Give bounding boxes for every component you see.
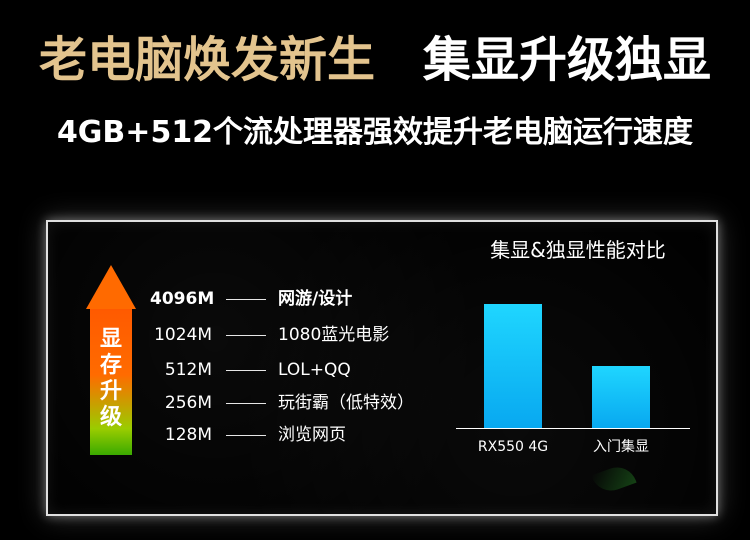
memory-upgrade-arrow: 显 存 升 级 [86, 265, 136, 455]
capacity-row: 512M LOL+QQ [150, 359, 351, 381]
connector-line [226, 434, 266, 436]
capacity-row: 128M 浏览网页 [150, 424, 346, 446]
headline: 老电脑焕发新生 集显升级独显 [0, 28, 750, 92]
comparison-bar [484, 304, 542, 428]
connector-line [226, 334, 266, 336]
comparison-bar-label: RX550 4G [477, 439, 549, 455]
headline-left: 老电脑焕发新生 [38, 32, 375, 88]
headline-right: 集显升级独显 [423, 32, 712, 88]
arrow-char: 级 [99, 405, 122, 430]
capacity-use: 玩街霸（低特效） [278, 393, 414, 413]
connector-line [226, 402, 266, 404]
capacity-value: 4096M [150, 289, 215, 309]
performance-bar-chart: RX550 4G 入门集显 [450, 262, 700, 472]
subline: 4GB+512个流处理器强效提升老电脑运行速度 [56, 115, 694, 150]
capacity-value: 256M [164, 393, 212, 413]
arrow-char: 升 [99, 379, 122, 404]
capacity-row: 256M 玩街霸（低特效） [150, 392, 414, 414]
arrow-shaft: 显 存 升 级 [90, 309, 132, 455]
connector-line [226, 298, 266, 300]
arrow-char: 存 [99, 353, 122, 378]
arrow-up-icon [86, 265, 136, 309]
chart-baseline [456, 428, 690, 429]
capacity-use: 网游/设计 [278, 289, 353, 309]
capacity-row: 4096M 网游/设计 [150, 288, 352, 310]
capacity-row: 1024M 1080蓝光电影 [150, 324, 389, 346]
capacity-value: 1024M [154, 325, 212, 345]
capacity-value: 128M [164, 425, 212, 445]
capacity-use: 浏览网页 [278, 425, 346, 445]
connector-line [226, 369, 266, 371]
comparison-bar [592, 366, 650, 428]
capacity-value: 512M [164, 360, 212, 380]
comparison-bar-label: 入门集显 [593, 439, 649, 455]
capacity-use: 1080蓝光电影 [278, 325, 390, 345]
arrow-char: 显 [99, 327, 122, 352]
comparison-title: 集显&独显性能对比 [490, 238, 666, 262]
capacity-use: LOL+QQ [278, 360, 351, 380]
